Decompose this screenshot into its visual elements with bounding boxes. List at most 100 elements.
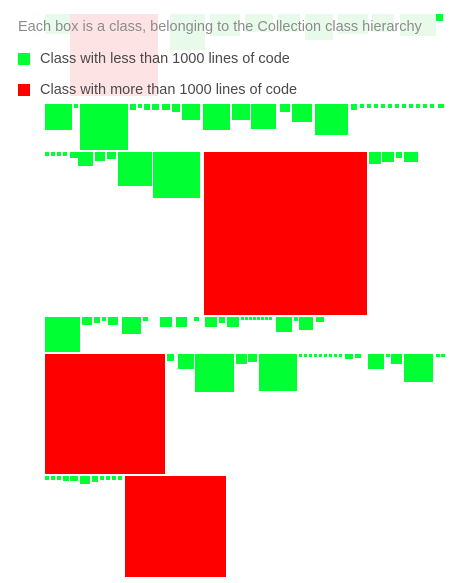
small-class-box xyxy=(94,317,100,323)
small-class-box xyxy=(236,354,247,364)
small-class-box xyxy=(269,317,272,320)
small-class-box xyxy=(402,104,406,108)
faded-small-class-box xyxy=(245,14,273,32)
small-class-box xyxy=(45,317,80,352)
small-class-box xyxy=(351,104,357,110)
small-class-box xyxy=(382,152,394,162)
small-class-box xyxy=(74,104,78,108)
small-class-box xyxy=(316,317,324,322)
small-class-box xyxy=(386,354,390,357)
small-class-box xyxy=(162,104,170,110)
small-class-box xyxy=(324,354,327,357)
faded-small-class-box xyxy=(372,14,394,32)
small-class-box xyxy=(304,354,307,357)
small-class-box xyxy=(143,317,148,321)
faded-small-class-box xyxy=(305,14,333,40)
small-class-box xyxy=(232,104,250,120)
small-class-box xyxy=(309,354,312,357)
small-class-box xyxy=(369,152,381,164)
small-class-box xyxy=(100,476,104,480)
faded-small-class-box xyxy=(278,14,300,32)
faded-small-class-box xyxy=(400,14,436,36)
small-class-box xyxy=(404,354,433,382)
small-class-box xyxy=(257,317,260,320)
small-class-box xyxy=(280,104,290,112)
small-class-box xyxy=(51,152,55,156)
small-class-box xyxy=(241,317,244,320)
small-class-box xyxy=(381,104,385,108)
small-class-box xyxy=(261,317,264,320)
small-class-box xyxy=(436,354,440,357)
small-class-box xyxy=(409,104,413,108)
faded-small-class-box xyxy=(45,14,70,34)
legend-item-small: Class with less than 1000 lines of code xyxy=(18,51,290,67)
small-class-box xyxy=(57,152,61,156)
small-class-box xyxy=(195,354,234,392)
small-class-box xyxy=(329,354,332,357)
small-class-box xyxy=(227,317,239,327)
small-class-box xyxy=(63,152,67,156)
small-class-box xyxy=(438,104,444,108)
small-class-box xyxy=(319,354,322,357)
legend-large-label: Class with more than 1000 lines of code xyxy=(40,82,298,98)
small-class-box xyxy=(194,317,199,321)
small-class-box xyxy=(178,354,194,369)
small-class-box xyxy=(130,104,136,110)
faded-small-class-box xyxy=(210,14,240,36)
small-class-box xyxy=(441,354,445,357)
legend-item-large: Class with more than 1000 lines of code xyxy=(18,82,297,98)
small-class-box xyxy=(152,104,159,110)
small-class-box xyxy=(205,317,217,327)
small-class-box xyxy=(430,104,434,108)
small-class-box xyxy=(436,14,443,21)
small-class-box xyxy=(253,317,256,320)
small-class-box xyxy=(70,152,78,158)
small-class-box xyxy=(299,354,302,357)
small-class-box xyxy=(276,317,292,332)
small-class-box xyxy=(70,476,78,481)
large-class-box xyxy=(45,354,165,474)
faded-small-class-box xyxy=(170,14,205,50)
small-class-box xyxy=(167,354,174,361)
small-class-box xyxy=(102,317,106,321)
small-class-box xyxy=(63,476,69,481)
faded-small-class-box xyxy=(338,14,368,34)
small-class-box xyxy=(416,104,420,108)
small-class-box xyxy=(249,317,252,320)
small-class-box xyxy=(259,354,297,391)
small-class-box xyxy=(106,476,110,480)
large-class-box xyxy=(204,152,367,315)
small-class-box xyxy=(396,152,402,158)
small-class-box xyxy=(95,152,105,161)
small-class-box xyxy=(203,104,230,130)
small-class-box xyxy=(367,104,371,108)
small-class-box xyxy=(51,476,55,480)
small-class-box xyxy=(112,476,116,480)
small-class-box xyxy=(339,354,342,357)
small-class-box xyxy=(423,104,427,108)
class-boxes xyxy=(45,104,445,577)
small-class-box xyxy=(118,152,152,186)
small-class-box xyxy=(57,476,61,480)
small-class-box xyxy=(219,317,225,323)
small-class-box xyxy=(92,476,98,482)
small-class-box xyxy=(404,152,418,162)
legend-small-label: Class with less than 1000 lines of code xyxy=(40,51,290,67)
legend: Each box is a class, belonging to the Co… xyxy=(0,0,453,110)
faded-large-class-box xyxy=(70,14,158,96)
small-class-box xyxy=(80,476,90,484)
small-class-box xyxy=(334,354,337,357)
faded-top-row xyxy=(45,14,443,96)
small-class-box xyxy=(265,317,268,320)
small-class-box xyxy=(182,104,200,120)
small-class-box xyxy=(107,152,116,159)
small-class-box xyxy=(368,354,384,369)
small-class-box xyxy=(80,104,128,150)
small-class-box xyxy=(78,152,93,166)
small-class-box xyxy=(345,354,353,359)
small-class-box xyxy=(45,476,49,480)
small-class-box xyxy=(153,152,200,198)
small-class-box xyxy=(315,104,348,135)
legend-caption: Each box is a class, belonging to the Co… xyxy=(18,19,422,35)
